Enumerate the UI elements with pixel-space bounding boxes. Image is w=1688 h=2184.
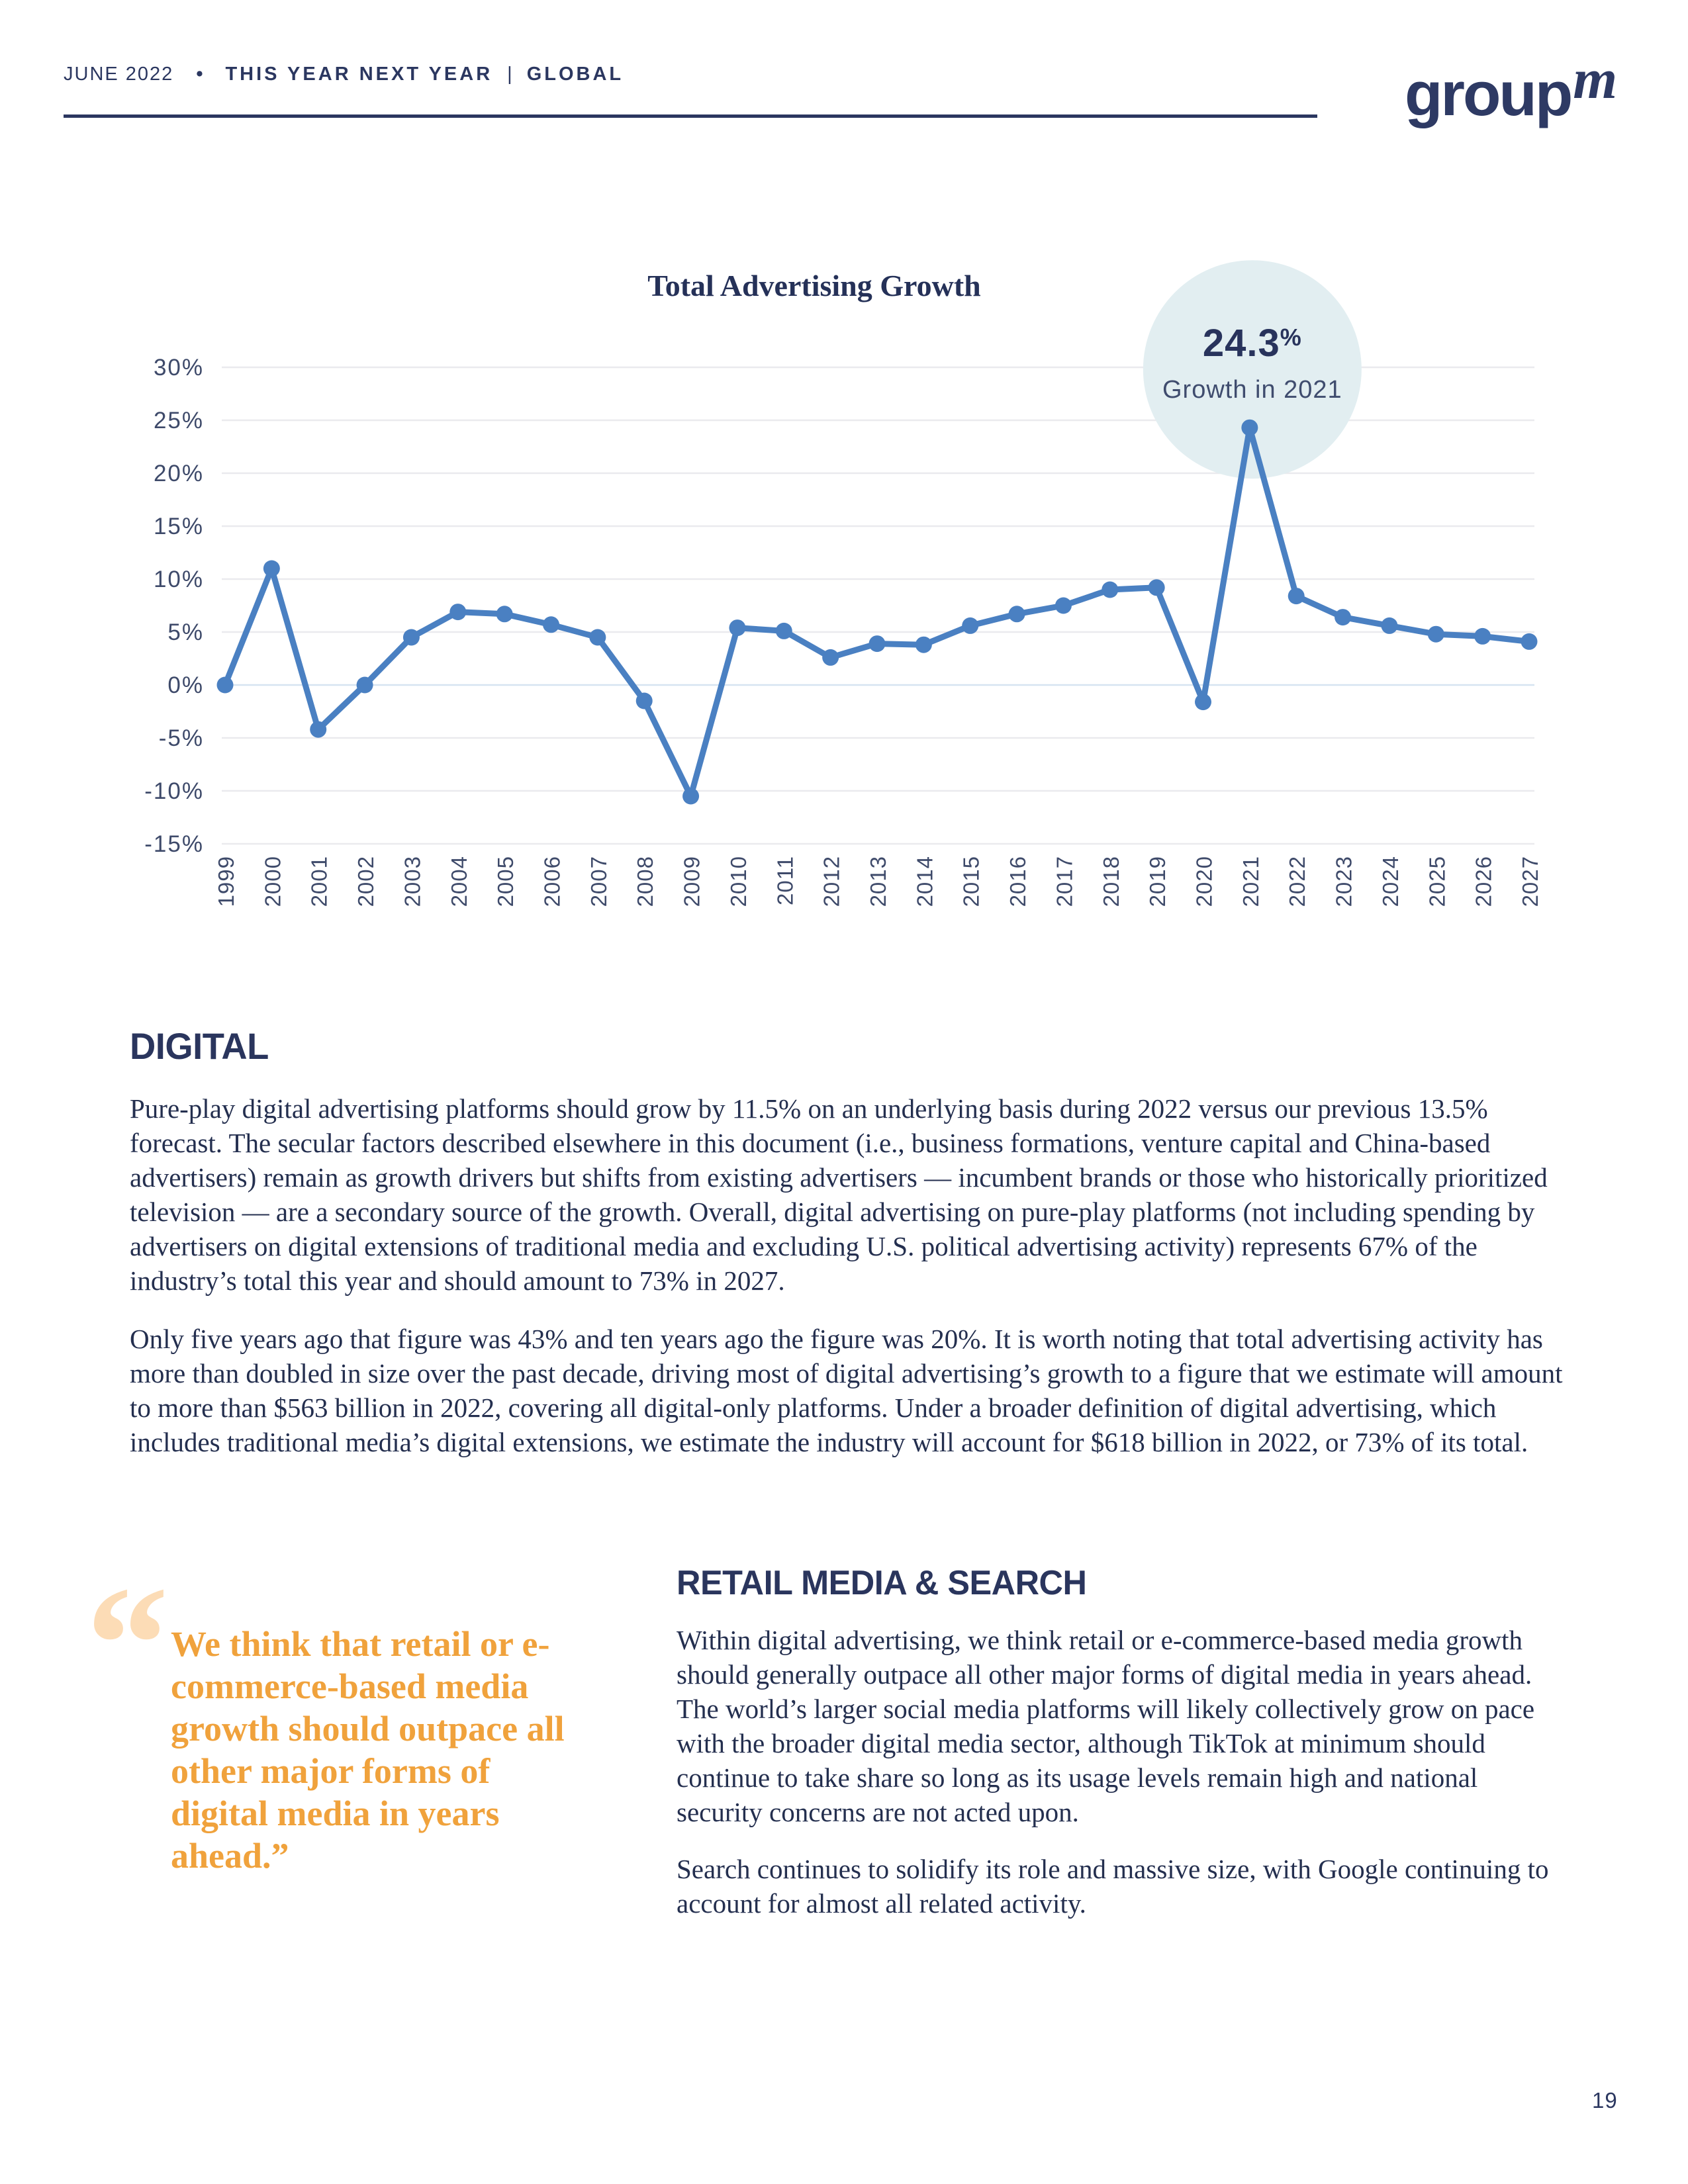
digital-section: DIGITAL Pure-play digital advertising pl… xyxy=(130,1024,1568,1459)
data-point xyxy=(216,676,234,694)
groupm-logo: groupm xyxy=(1405,47,1617,130)
y-tick-label: -15% xyxy=(144,831,204,857)
x-tick-label: 2003 xyxy=(400,856,424,907)
x-tick-label: 2017 xyxy=(1052,856,1076,907)
x-tick-label: 2011 xyxy=(773,856,797,905)
quote-text: We think that retail or e-commerce-based… xyxy=(171,1624,565,1876)
header-publication: THIS YEAR NEXT YEAR xyxy=(225,64,493,85)
data-point xyxy=(1335,609,1352,626)
x-tick-label: 2027 xyxy=(1518,856,1542,907)
x-tick-label: 2020 xyxy=(1192,856,1217,907)
page-header: JUNE 2022 • THIS YEAR NEXT YEAR | GLOBAL xyxy=(64,64,624,85)
data-point xyxy=(635,692,653,709)
growth-line xyxy=(222,424,1532,799)
retail-paragraph-2: Search continues to solidify its role an… xyxy=(677,1854,1549,1919)
x-tick-label: 2016 xyxy=(1006,856,1030,907)
digital-heading: DIGITAL xyxy=(130,1025,269,1067)
data-point xyxy=(775,622,792,639)
x-tick-label: 2004 xyxy=(447,856,471,907)
data-point xyxy=(1474,627,1491,645)
data-point xyxy=(1148,579,1165,596)
y-tick-label: 0% xyxy=(167,672,204,698)
y-tick-label: 15% xyxy=(154,514,204,539)
retail-paragraph-1: Within digital advertising, we think ret… xyxy=(677,1625,1535,1827)
y-tick-label: 30% xyxy=(154,355,204,381)
x-tick-label: 2018 xyxy=(1099,856,1123,907)
logo-m-glyph: m xyxy=(1573,47,1618,111)
data-point xyxy=(356,676,373,694)
x-tick-label: 2021 xyxy=(1239,856,1263,907)
x-tick-label: 2022 xyxy=(1285,856,1309,907)
data-point xyxy=(589,629,606,646)
data-point xyxy=(402,629,420,646)
digital-paragraph-2: Only five years ago that figure was 43% … xyxy=(130,1324,1563,1457)
header-separator: • xyxy=(196,64,203,85)
header-rule xyxy=(64,114,1317,118)
digital-paragraph-1: Pure-play digital advertising platforms … xyxy=(130,1093,1548,1296)
x-tick-label: 2002 xyxy=(353,856,378,907)
data-point xyxy=(543,616,559,633)
advertising-growth-chart: Total Advertising Growth 30% 25% 20% 15% 10%… xyxy=(144,260,1542,907)
x-tick-label: 2012 xyxy=(820,856,844,907)
x-tick-label: 1999 xyxy=(214,856,238,907)
data-point xyxy=(1102,581,1119,598)
data-point xyxy=(962,617,979,634)
x-tick-label: 2008 xyxy=(633,856,657,907)
x-tick-label: 2014 xyxy=(912,856,937,907)
retail-media-search-section: RETAIL MEDIA & SEARCH Within digital adv… xyxy=(677,1563,1569,1921)
data-point xyxy=(1241,419,1258,436)
data-point xyxy=(263,560,280,577)
y-tick-label: 5% xyxy=(167,619,204,645)
data-point xyxy=(310,721,327,738)
data-point xyxy=(1427,625,1444,643)
data-point xyxy=(1521,633,1538,650)
logo-text: group xyxy=(1405,59,1573,128)
data-point xyxy=(1381,617,1398,634)
chart-container: Total Advertising Growth 30% 25% 20% 15% 10%… xyxy=(99,255,1556,946)
x-tick-label: 2009 xyxy=(680,856,704,907)
x-tick-label: 2024 xyxy=(1378,856,1403,907)
x-tick-label: 2013 xyxy=(866,856,890,907)
x-tick-label: 2025 xyxy=(1425,856,1449,907)
data-point xyxy=(496,606,513,623)
x-tick-label: 2006 xyxy=(540,856,565,907)
y-tick-label: 20% xyxy=(154,461,204,486)
data-point xyxy=(729,619,746,637)
data-point xyxy=(1008,606,1025,623)
x-tick-label: 2019 xyxy=(1145,856,1170,907)
x-tick-label: 2005 xyxy=(493,856,518,907)
callout-circle xyxy=(1143,260,1362,479)
x-tick-label: 2015 xyxy=(959,856,984,907)
page-number: 19 xyxy=(1592,2088,1618,2113)
x-tick-label: 2010 xyxy=(726,856,751,907)
y-tick-label: -5% xyxy=(159,725,204,751)
data-point xyxy=(1288,588,1305,605)
y-tick-label: 10% xyxy=(154,567,204,592)
data-point xyxy=(1195,694,1211,711)
callout-label: Growth in 2021 xyxy=(1162,376,1342,404)
chart-title: Total Advertising Growth xyxy=(647,269,981,302)
x-tick-label: 2023 xyxy=(1332,856,1356,907)
data-point xyxy=(1055,597,1072,614)
data-point xyxy=(449,604,467,621)
quote-mark-icon: “ xyxy=(86,1553,169,1736)
y-tick-label: 25% xyxy=(154,408,204,433)
header-date: JUNE 2022 xyxy=(64,64,174,85)
retail-heading: RETAIL MEDIA & SEARCH xyxy=(677,1564,1087,1602)
y-tick-label: -10% xyxy=(144,778,204,804)
data-point xyxy=(682,788,700,805)
header-divider: | xyxy=(507,64,512,85)
pull-quote: “ We think that retail or e-commerce-bas… xyxy=(86,1562,655,1877)
header-region: GLOBAL xyxy=(526,64,624,85)
x-tick-label: 2026 xyxy=(1472,856,1496,907)
data-point xyxy=(915,636,932,653)
data-point xyxy=(868,635,886,653)
x-tick-label: 2001 xyxy=(307,856,332,907)
x-tick-label: 2000 xyxy=(260,856,285,907)
x-tick-label: 2007 xyxy=(586,856,611,907)
data-point xyxy=(822,649,839,666)
